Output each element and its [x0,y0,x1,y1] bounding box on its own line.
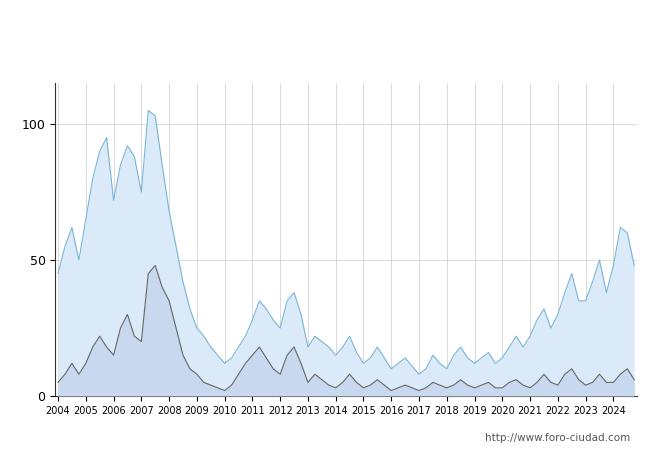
Text: Cehegín - Evolucion del Nº de Transacciones Inmobiliarias: Cehegín - Evolucion del Nº de Transaccio… [103,21,547,37]
Text: http://www.foro-ciudad.com: http://www.foro-ciudad.com [486,433,630,443]
